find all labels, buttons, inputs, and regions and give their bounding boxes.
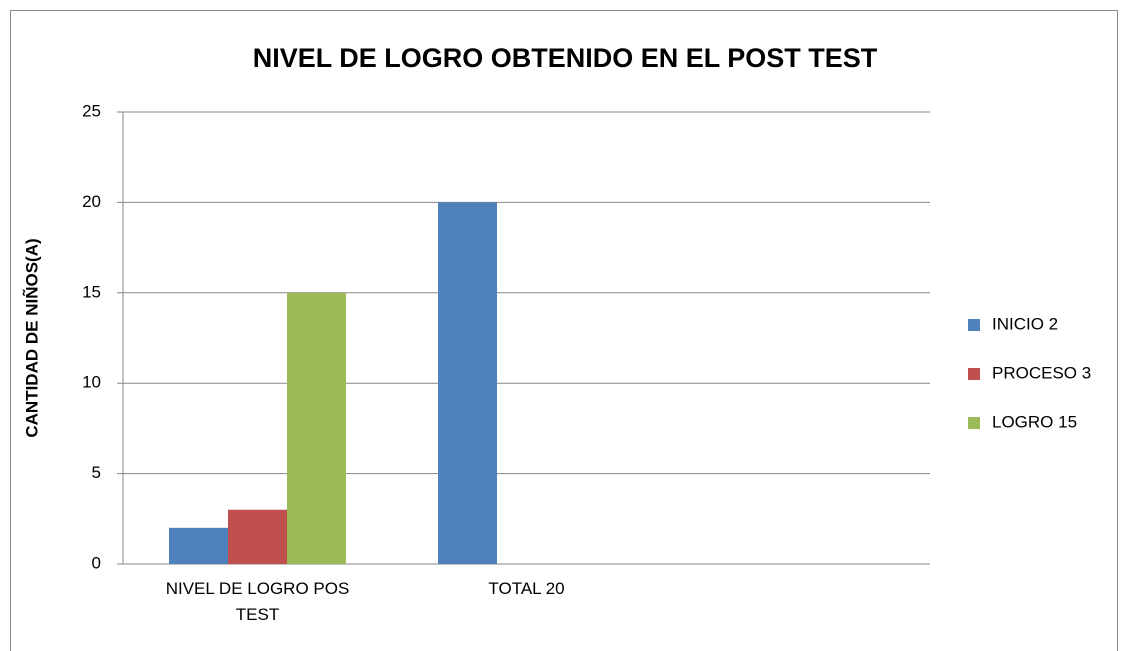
y-tick-label: 20 (82, 192, 101, 211)
x-tick-label-box: NIVEL DE LOGRO POS TEST (165, 579, 350, 624)
legend-swatch (968, 368, 980, 380)
bar (228, 509, 287, 564)
legend-swatch (968, 417, 980, 429)
chart-title: NIVEL DE LOGRO OBTENIDO EN EL POST TEST (253, 43, 878, 73)
y-tick-label: 10 (82, 373, 101, 392)
legend-swatch (968, 319, 980, 331)
bar (169, 527, 228, 564)
y-tick-label: 0 (92, 553, 101, 572)
y-tick-label: 5 (92, 463, 101, 482)
y-tick-label: 15 (82, 282, 101, 301)
x-tick-label-box: TOTAL 20 (488, 579, 565, 598)
bar (438, 202, 497, 564)
bar (287, 292, 346, 564)
x-tick-label: NIVEL DE LOGRO POS TEST (165, 579, 350, 624)
x-tick-label: TOTAL 20 (488, 579, 565, 598)
legend-label: PROCESO 3 (992, 363, 1091, 382)
y-tick-label: 25 (82, 101, 101, 120)
legend-label: LOGRO 15 (992, 412, 1077, 431)
y-axis-label: CANTIDAD DE NIÑOS(A) (21, 238, 41, 437)
legend-label: INICIO 2 (992, 314, 1058, 333)
